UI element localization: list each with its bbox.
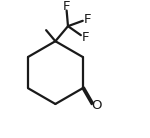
Text: O: O <box>92 99 102 112</box>
Text: F: F <box>82 31 89 44</box>
Text: F: F <box>63 0 70 13</box>
Text: F: F <box>84 13 91 26</box>
